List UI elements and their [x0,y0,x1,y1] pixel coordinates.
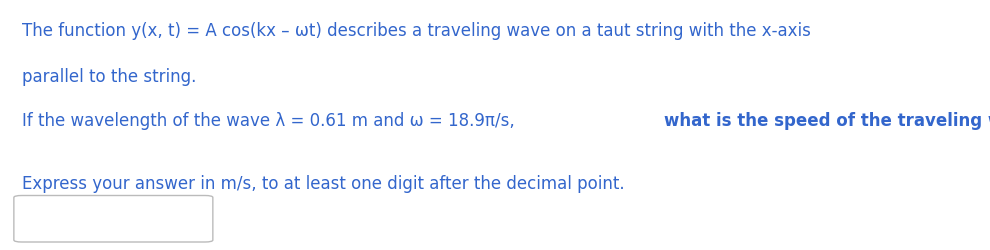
Text: If the wavelength of the wave λ = 0.61 m and ω = 18.9π/s,: If the wavelength of the wave λ = 0.61 m… [22,112,520,130]
Text: parallel to the string.: parallel to the string. [22,68,196,86]
FancyBboxPatch shape [14,196,213,242]
Text: The function y(x, t) = A cos(kx – ωt) describes a traveling wave on a taut strin: The function y(x, t) = A cos(kx – ωt) de… [22,22,811,40]
Text: Express your answer in m/s, to at least one digit after the decimal point.: Express your answer in m/s, to at least … [22,175,625,193]
Text: what is the speed of the traveling wave?: what is the speed of the traveling wave? [664,112,990,130]
